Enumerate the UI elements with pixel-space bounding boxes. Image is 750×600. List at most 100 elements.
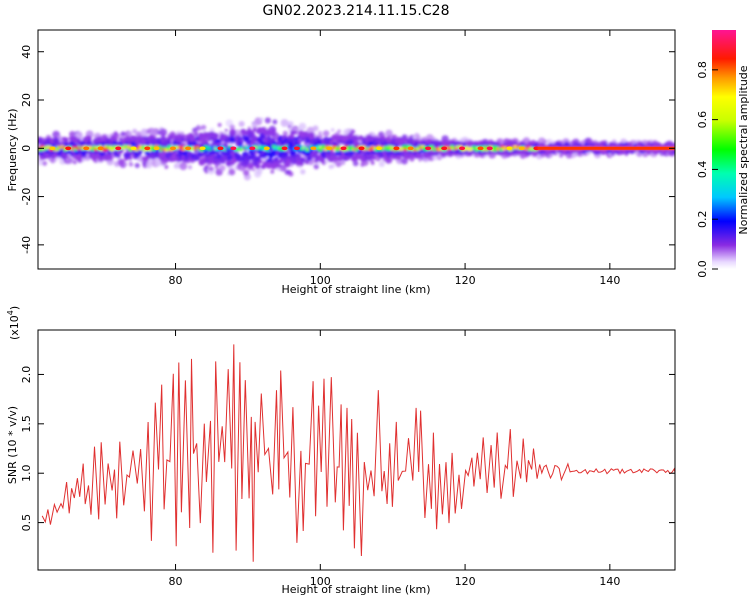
heatmap-hotspot bbox=[477, 146, 484, 151]
heatmap-cell bbox=[440, 152, 445, 157]
heatmap-cell bbox=[600, 149, 606, 156]
heatmap-core-cell bbox=[268, 147, 274, 152]
spectrogram-ytick-label: 40 bbox=[20, 45, 33, 59]
heatmap-cell bbox=[53, 158, 57, 162]
heatmap-cell bbox=[217, 122, 222, 127]
heatmap-cell bbox=[564, 142, 570, 149]
heatmap-cell bbox=[378, 160, 385, 168]
spectrogram-xtick-label: 80 bbox=[169, 274, 183, 287]
spectrogram-xlabel: Height of straight line (km) bbox=[281, 283, 430, 296]
heatmap-cell bbox=[228, 168, 236, 176]
heatmap-cell bbox=[159, 128, 168, 137]
heatmap-hotspot bbox=[518, 146, 525, 151]
heatmap-cell bbox=[117, 158, 126, 166]
heatmap-cell bbox=[75, 154, 83, 162]
heatmap-cell bbox=[334, 157, 338, 162]
snr-panel: 80 100 120 140 0.5 1.0 1.5 2.0 Height of straig… bbox=[6, 306, 676, 596]
heatmap-hotspot bbox=[376, 146, 383, 151]
heatmap-hotspot bbox=[217, 146, 224, 151]
heatmap-cell bbox=[358, 135, 364, 141]
heatmap-cell bbox=[208, 166, 214, 172]
heatmap-cell bbox=[202, 129, 207, 133]
heatmap-cell bbox=[120, 131, 126, 136]
heatmap-cell bbox=[128, 162, 134, 167]
heatmap-hotspot bbox=[249, 146, 256, 151]
heatmap-cell bbox=[558, 153, 564, 158]
colorbar-tick-label: 0.6 bbox=[696, 111, 709, 129]
heatmap-cell bbox=[268, 157, 273, 162]
heatmap-cell bbox=[371, 132, 375, 136]
heatmap-cell bbox=[198, 132, 205, 139]
colorbar-label: Normalized spectral amplitude bbox=[737, 65, 750, 234]
spectrogram-frame bbox=[37, 29, 676, 270]
heatmap-cell bbox=[112, 140, 118, 147]
heatmap-cell bbox=[224, 128, 228, 133]
heatmap-hotspot bbox=[293, 146, 300, 151]
heatmap-cell bbox=[288, 141, 293, 146]
heatmap-hotspot bbox=[407, 146, 414, 151]
heatmap-cell bbox=[295, 155, 301, 162]
snr-ytick-label: 1.0 bbox=[20, 464, 33, 482]
heatmap-cell bbox=[179, 162, 188, 171]
spectrogram-ytick-label: -40 bbox=[20, 236, 33, 254]
heatmap-hotspot bbox=[393, 146, 400, 151]
heatmap-cell bbox=[306, 155, 313, 162]
heatmap-cell bbox=[134, 162, 140, 168]
heatmap-cell bbox=[268, 151, 273, 156]
heatmap-cell bbox=[297, 139, 301, 144]
heatmap-cell bbox=[106, 134, 111, 138]
heatmap-cell bbox=[416, 153, 422, 158]
heatmap-cell bbox=[194, 132, 199, 137]
heatmap-cell bbox=[168, 134, 174, 140]
heatmap-cell bbox=[271, 128, 276, 134]
spectrogram-ticks: 80 100 120 140 -40 -20 0 20 40 bbox=[20, 30, 675, 287]
spectrogram-ytick-label: 20 bbox=[20, 93, 33, 107]
snr-xlabel: Height of straight line (km) bbox=[281, 583, 430, 596]
heatmap-cell bbox=[243, 135, 250, 143]
heatmap-cell bbox=[573, 149, 577, 153]
heatmap-hotspot bbox=[185, 146, 192, 151]
colorbar-tick-label: 0.8 bbox=[696, 61, 709, 79]
heatmap-hotspot bbox=[263, 146, 270, 151]
snr-frame bbox=[37, 329, 676, 571]
snr-xtick-label: 120 bbox=[455, 575, 476, 588]
heatmap-cell bbox=[259, 133, 266, 140]
heatmap-cell bbox=[150, 150, 155, 155]
heatmap-cell bbox=[228, 154, 233, 159]
chart-title: GN02.2023.214.11.15.C28 bbox=[263, 3, 450, 19]
heatmap-hotspot bbox=[153, 146, 160, 151]
heatmap-cell bbox=[332, 152, 336, 157]
heatmap-cell bbox=[256, 129, 261, 134]
heatmap-cell bbox=[181, 134, 186, 139]
heatmap-cell bbox=[346, 156, 351, 161]
heatmap-cell bbox=[167, 138, 172, 143]
heatmap-cell bbox=[131, 141, 136, 145]
heatmap-cell bbox=[240, 128, 246, 134]
heatmap-cell bbox=[352, 160, 359, 167]
heatmap-hotspot bbox=[83, 146, 90, 151]
heatmap-hotspot bbox=[144, 146, 151, 151]
heatmap-cell bbox=[107, 155, 112, 160]
heatmap-cell bbox=[127, 131, 133, 136]
heatmap-cell bbox=[87, 140, 93, 146]
heatmap-hotspot bbox=[97, 146, 104, 151]
heatmap-cell bbox=[337, 156, 343, 162]
heatmap-cell bbox=[335, 161, 342, 168]
heatmap-cell bbox=[72, 160, 77, 165]
heatmap-cell bbox=[215, 158, 220, 163]
heatmap-cell bbox=[207, 138, 211, 142]
heatmap-hotspot bbox=[281, 146, 288, 151]
heatmap-cell bbox=[232, 131, 236, 135]
heatmap-cell bbox=[237, 157, 243, 162]
heatmap-cell bbox=[260, 117, 264, 121]
heatmap-cell bbox=[293, 130, 298, 135]
spectrogram-ylabel: Frequency (Hz) bbox=[6, 109, 19, 192]
heatmap-cell bbox=[275, 150, 280, 156]
heatmap-cell bbox=[214, 165, 219, 169]
heatmap-cell bbox=[197, 126, 202, 131]
heatmap-cell bbox=[243, 159, 250, 166]
heatmap-cell bbox=[418, 158, 422, 162]
heatmap-cell bbox=[113, 131, 118, 136]
colorbar-ticks: 0.0 0.2 0.4 0.6 0.8 bbox=[696, 61, 718, 278]
heatmap-cell bbox=[274, 162, 281, 169]
